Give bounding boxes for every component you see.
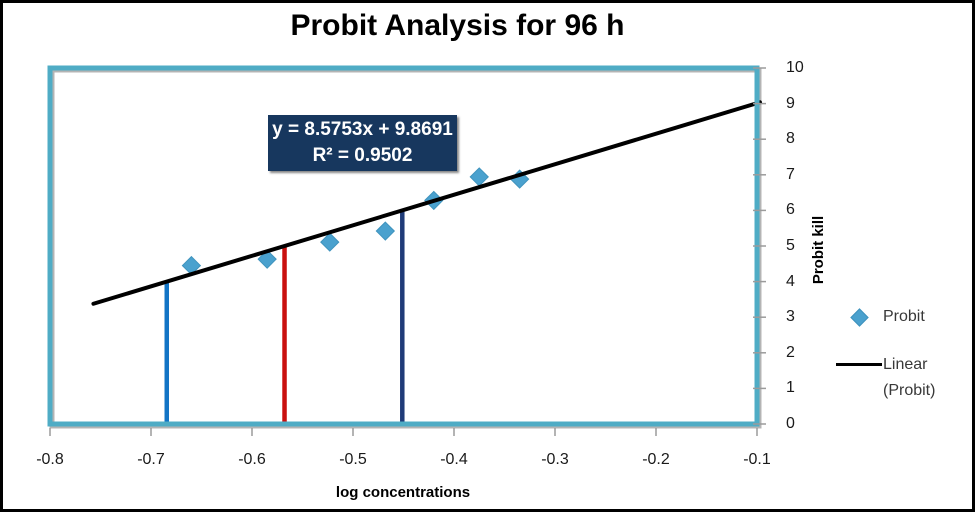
y-tick-label: 8 [786,130,795,148]
y-tick-label: 10 [786,59,804,76]
legend-label-linear: Linear (Probit) [883,356,936,399]
x-tick-label: -0.8 [36,451,64,468]
x-axis-title: log concentrations [335,484,471,501]
y-tick-label: 3 [786,308,795,326]
legend-label-probit: Probit [883,308,925,325]
trendline-icon [836,363,882,366]
x-tick-label: -0.5 [339,451,367,468]
y-tick-label: 9 [786,94,795,112]
trendline-equation-box: y = 8.5753x + 9.8691 R² = 0.9502 [268,115,457,171]
scatter-point-diamond [320,232,340,252]
chart-title: Probit Analysis for 96 h [290,9,625,42]
y-tick-label: 4 [786,272,795,290]
y-tick-label: 6 [786,201,795,219]
y-tick-label: 7 [786,165,795,183]
y-tick-label: 0 [786,415,795,432]
y-axis-title: Probit kill [810,215,827,285]
legend-item-linear: Linear (Probit) [835,352,972,404]
x-tick-label: -0.3 [541,451,569,468]
diamond-icon [849,308,869,327]
scatter-point-diamond [375,221,396,241]
x-tick-label: -0.4 [440,451,468,468]
y-tick-label: 1 [786,379,795,397]
trendline [91,100,763,306]
probit-marker-swatch [835,304,883,327]
y-tick-label: 5 [786,237,795,254]
x-tick-label: -0.1 [743,451,771,468]
legend: Probit Linear (Probit) [835,304,972,404]
legend-item-probit: Probit [835,304,972,330]
r-squared-text: R² = 0.9502 [312,145,413,166]
linear-marker-swatch [835,352,883,366]
y-tick-label: 2 [786,343,795,361]
plot-area [47,65,766,436]
x-tick-label: -0.7 [137,451,165,468]
equation-text: y = 8.5753x + 9.8691 [272,119,453,140]
x-tick-label: -0.2 [642,451,670,468]
x-tick-label: -0.6 [238,451,266,468]
